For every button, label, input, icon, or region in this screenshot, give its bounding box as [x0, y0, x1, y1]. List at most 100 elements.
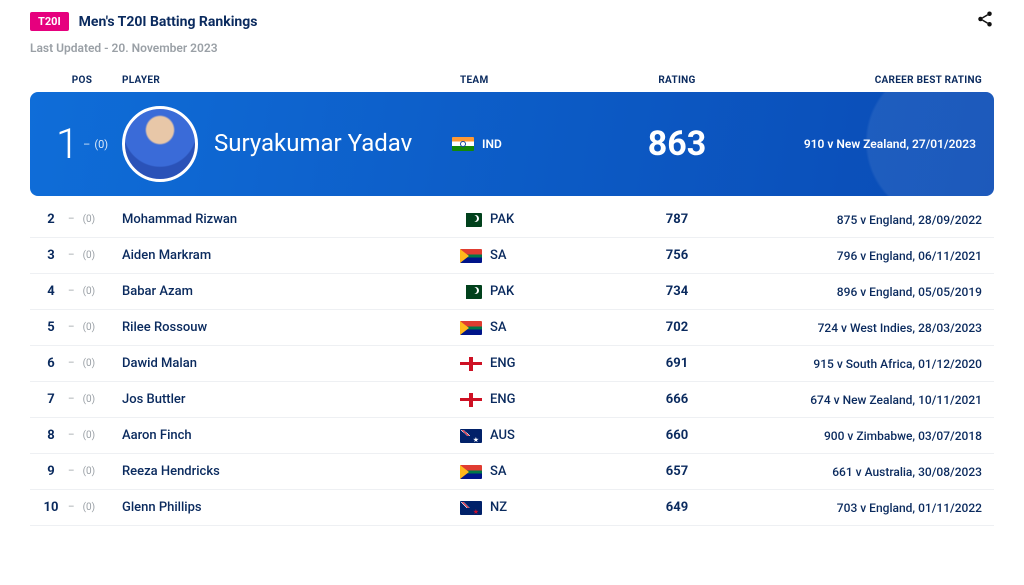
- flag-icon: [460, 321, 482, 335]
- row-rating: 666: [612, 392, 742, 407]
- row-team: SA: [452, 320, 612, 335]
- flag-icon: [460, 393, 482, 407]
- row-team: PAK: [452, 212, 612, 227]
- table-row[interactable]: 6–(0)Dawid MalanENG691915 v South Africa…: [30, 346, 994, 382]
- flag-icon: [452, 137, 474, 151]
- row-delta-symbol: –: [68, 466, 75, 477]
- row-cbr: 724 v West Indies, 28/03/2023: [742, 321, 982, 335]
- format-badge: T20I: [30, 12, 69, 31]
- row-cbr: 674 v New Zealand, 10/11/2021: [742, 393, 982, 407]
- row-delta-symbol: –: [68, 214, 75, 225]
- row-team: ENG: [452, 356, 612, 371]
- row-pos: 4–(0): [42, 284, 122, 299]
- title-group: T20I Men's T20I Batting Rankings: [30, 12, 257, 31]
- row-rank: 6: [42, 356, 60, 371]
- row-delta-value: (0): [83, 286, 96, 297]
- last-updated: Last Updated - 20. November 2023: [30, 41, 994, 55]
- col-pos: POS: [42, 75, 122, 86]
- page-title: Men's T20I Batting Rankings: [79, 14, 258, 30]
- featured-player: Suryakumar Yadav: [122, 106, 452, 182]
- row-delta-symbol: –: [68, 322, 75, 333]
- row-rank: 4: [42, 284, 60, 299]
- row-rating: 649: [612, 500, 742, 515]
- row-team: NZ: [452, 500, 612, 515]
- row-delta-value: (0): [83, 322, 96, 333]
- featured-name: Suryakumar Yadav: [214, 130, 412, 158]
- row-cbr: 661 v Australia, 30/08/2023: [742, 465, 982, 479]
- flag-icon: [460, 429, 482, 443]
- featured-pos: 1 – (0): [42, 120, 122, 169]
- table-body: 2–(0)Mohammad RizwanPAK787875 v England,…: [30, 202, 994, 526]
- row-team: AUS: [452, 428, 612, 443]
- table-row[interactable]: 8–(0)Aaron Finch AUS 660900 v Zimbabwe, 03…: [30, 418, 994, 454]
- row-rating: 691: [612, 356, 742, 371]
- row-pos: 7–(0): [42, 392, 122, 407]
- featured-rating: 863: [612, 124, 742, 164]
- table-row[interactable]: 4–(0)Babar AzamPAK734896 v England, 05/0…: [30, 274, 994, 310]
- row-cbr: 900 v Zimbabwe, 03/07/2018: [742, 429, 982, 443]
- row-rank: 10: [42, 500, 60, 515]
- row-rank: 7: [42, 392, 60, 407]
- row-rating: 660: [612, 428, 742, 443]
- row-rank: 8: [42, 428, 60, 443]
- row-delta-value: (0): [83, 250, 96, 261]
- row-cbr: 703 v England, 01/11/2022: [742, 501, 982, 515]
- row-cbr: 796 v England, 06/11/2021: [742, 249, 982, 263]
- row-team: SA: [452, 248, 612, 263]
- featured-rank: 1: [56, 120, 79, 169]
- row-pos: 8–(0): [42, 428, 122, 443]
- row-player: Aaron Finch: [122, 428, 452, 443]
- row-team-code: PAK: [490, 212, 514, 227]
- row-delta-symbol: –: [68, 250, 75, 261]
- row-pos: 10–(0): [42, 500, 122, 515]
- row-team-code: PAK: [490, 284, 514, 299]
- featured-team-code: IND: [482, 137, 502, 151]
- row-delta-symbol: –: [68, 502, 75, 513]
- table-row[interactable]: 2–(0)Mohammad RizwanPAK787875 v England,…: [30, 202, 994, 238]
- row-cbr: 896 v England, 05/05/2019: [742, 285, 982, 299]
- row-player: Rilee Rossouw: [122, 320, 452, 335]
- row-player: Mohammad Rizwan: [122, 212, 452, 227]
- row-team: PAK: [452, 284, 612, 299]
- flag-icon: [460, 249, 482, 263]
- row-team-code: NZ: [490, 500, 507, 515]
- row-rating: 702: [612, 320, 742, 335]
- col-cbr: CAREER BEST RATING: [742, 75, 982, 86]
- row-player: Glenn Phillips: [122, 500, 452, 515]
- flag-icon: [460, 285, 482, 299]
- row-pos: 2–(0): [42, 212, 122, 227]
- row-player: Reeza Hendricks: [122, 464, 452, 479]
- row-pos: 9–(0): [42, 464, 122, 479]
- row-pos: 3–(0): [42, 248, 122, 263]
- row-rank: 5: [42, 320, 60, 335]
- table-row[interactable]: 9–(0)Reeza HendricksSA657661 v Australia…: [30, 454, 994, 490]
- top-bar: T20I Men's T20I Batting Rankings: [30, 10, 994, 33]
- featured-delta-symbol: –: [83, 138, 90, 151]
- table-row[interactable]: 7–(0)Jos ButtlerENG666674 v New Zealand,…: [30, 382, 994, 418]
- table-header: POS PLAYER TEAM RATING CAREER BEST RATIN…: [30, 69, 994, 92]
- share-icon[interactable]: [976, 10, 994, 33]
- row-delta-value: (0): [83, 394, 96, 405]
- row-player: Aiden Markram: [122, 248, 452, 263]
- flag-icon: [460, 357, 482, 371]
- row-delta-symbol: –: [68, 358, 75, 369]
- flag-icon: [460, 213, 482, 227]
- row-player: Dawid Malan: [122, 356, 452, 371]
- featured-row[interactable]: 1 – (0) Suryakumar Yadav IND 863 910 v N…: [30, 92, 994, 196]
- row-delta-symbol: –: [68, 394, 75, 405]
- flag-icon: [460, 465, 482, 479]
- row-delta-symbol: –: [68, 286, 75, 297]
- row-team-code: SA: [490, 248, 507, 263]
- row-player: Babar Azam: [122, 284, 452, 299]
- row-team-code: ENG: [490, 356, 515, 371]
- table-row[interactable]: 3–(0)Aiden MarkramSA756796 v England, 06…: [30, 238, 994, 274]
- table-row[interactable]: 5–(0) Rilee Rossouw SA 702724 v West Indies…: [30, 310, 994, 346]
- col-player: PLAYER: [122, 75, 452, 86]
- table-row[interactable]: 10–(0)Glenn Phillips NZ 649703 v England, …: [30, 490, 994, 526]
- row-delta-value: (0): [83, 358, 96, 369]
- featured-delta-value: (0): [94, 138, 108, 151]
- row-team-code: AUS: [490, 428, 515, 443]
- row-delta-value: (0): [83, 214, 96, 225]
- row-team-code: SA: [490, 320, 507, 335]
- row-rating: 734: [612, 284, 742, 299]
